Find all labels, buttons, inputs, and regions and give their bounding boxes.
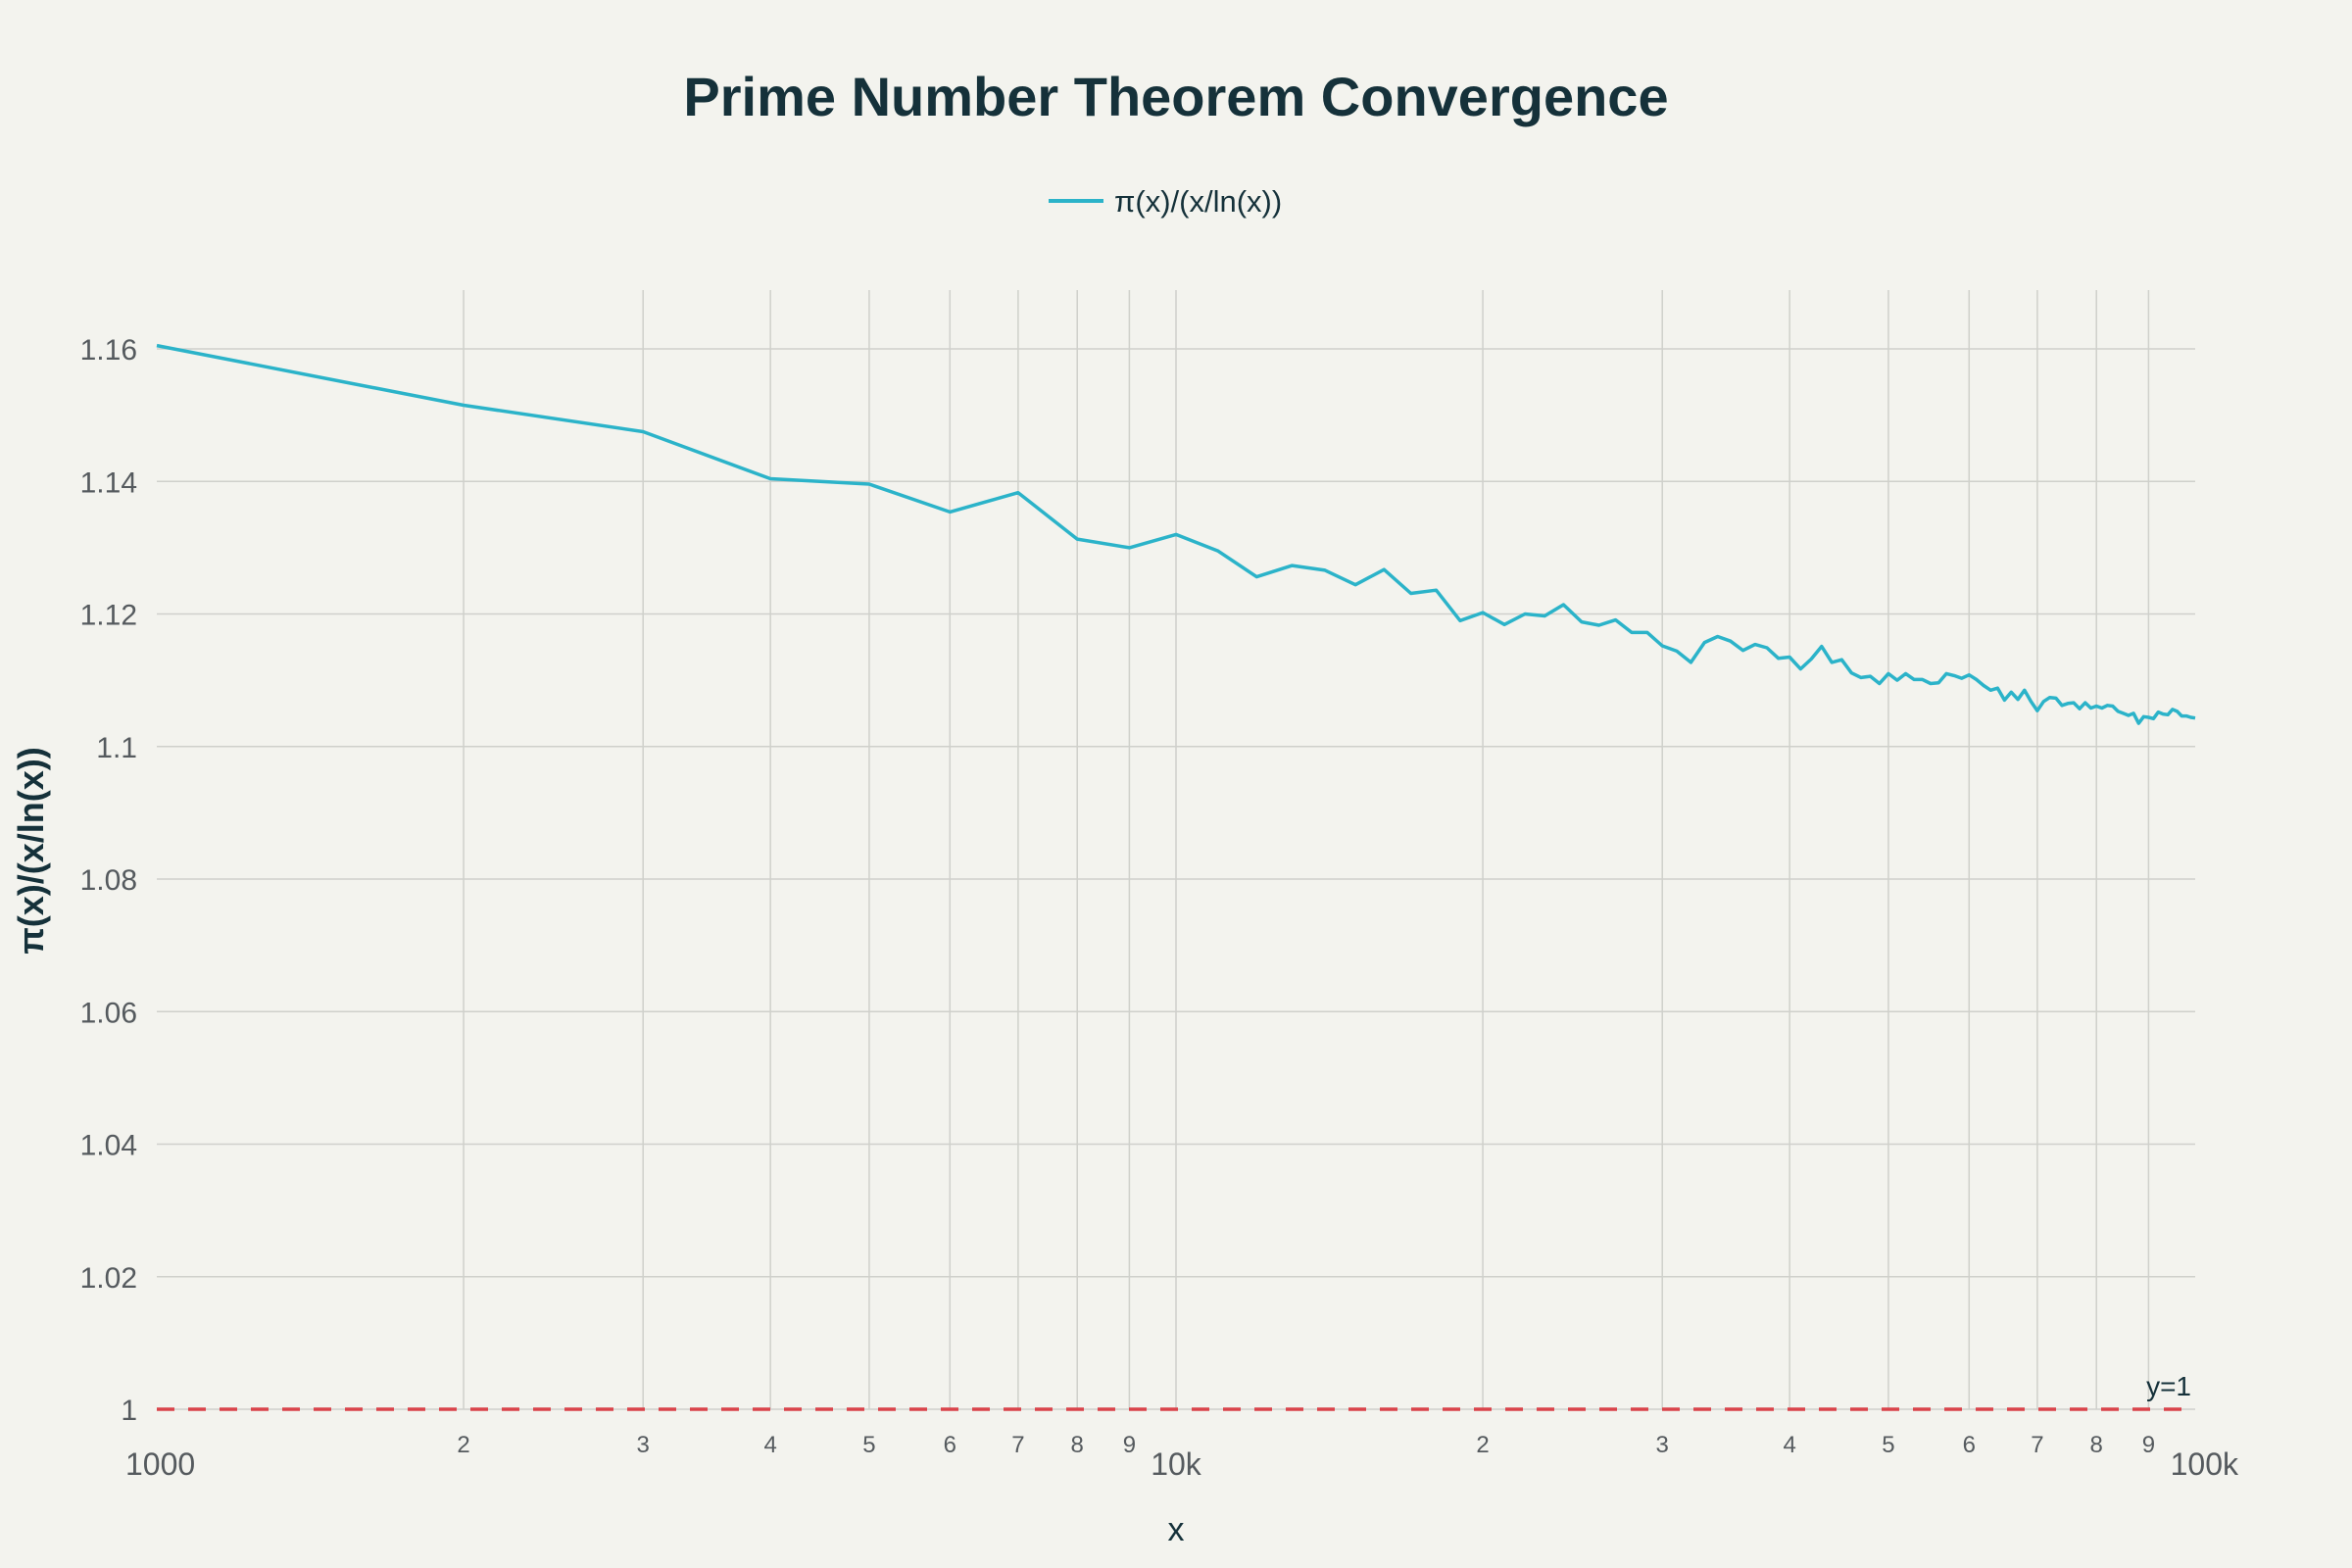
x-minor-tick-label: 5: [862, 1432, 875, 1458]
x-minor-tick-label: 6: [944, 1432, 956, 1458]
x-minor-tick-label: 6: [1963, 1432, 1976, 1458]
x-minor-tick-label: 3: [1656, 1432, 1669, 1458]
series-line: [156, 343, 2196, 725]
x-minor-tick-label: 8: [2090, 1432, 2103, 1458]
y-tick-label: 1.02: [80, 1262, 137, 1295]
x-major-tick-label: 1000: [125, 1446, 195, 1482]
x-minor-tick-label: 4: [763, 1432, 776, 1458]
y-tick-label: 1.08: [80, 864, 137, 897]
x-minor-tick-label: 4: [1783, 1432, 1795, 1458]
x-minor-tick-label: 7: [2031, 1432, 2043, 1458]
legend[interactable]: π(x)/(x/ln(x)): [1049, 184, 1282, 219]
x-minor-tick-label: 9: [1123, 1432, 1136, 1458]
y-tick-label: 1.04: [80, 1130, 137, 1162]
x-minor-tick-label: 2: [457, 1432, 469, 1458]
x-minor-tick-label: 3: [637, 1432, 650, 1458]
x-major-tick-label: 10k: [1151, 1446, 1202, 1482]
series-layer: [156, 343, 2196, 725]
x-minor-tick-label: 7: [1011, 1432, 1024, 1458]
x-minor-tick-label: 8: [1071, 1432, 1084, 1458]
y-tick-label: 1.12: [80, 600, 137, 632]
y-tick-labels: 1 1.02 1.04 1.06 1.08 1.1 1.12 1.14 1.16: [80, 334, 137, 1427]
x-minor-tick-label: 9: [2142, 1432, 2155, 1458]
reference-line-label: y=1: [2146, 1371, 2191, 1401]
legend-entry-label: π(x)/(x/ln(x)): [1114, 184, 1282, 219]
reference-layer: y=1: [157, 1371, 2195, 1411]
grid-layer: [157, 290, 2195, 1410]
x-major-tick-label: 100k: [2171, 1446, 2239, 1482]
x-minor-tick-label: 5: [1882, 1432, 1894, 1458]
y-tick-label: 1.1: [96, 732, 137, 764]
chart-title: Prime Number Theorem Convergence: [683, 66, 1668, 127]
x-axis-label: x: [1168, 1511, 1185, 1548]
y-tick-label: 1.14: [80, 466, 137, 499]
y-axis-label: π(x)/(x/ln(x)): [11, 747, 51, 955]
y-tick-label: 1.06: [80, 997, 137, 1029]
x-minor-tick-label: 2: [1476, 1432, 1489, 1458]
y-tick-label: 1.16: [80, 334, 137, 367]
x-tick-labels: 2 3 4 5 6 7 8 9 2 3 4 5 6 7 8 9 1000 10k 100k: [125, 1432, 2239, 1482]
y-tick-label: 1: [121, 1395, 137, 1427]
